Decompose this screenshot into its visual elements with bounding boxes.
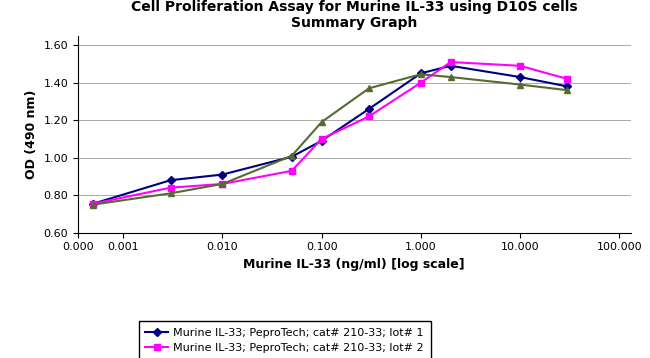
Murine IL-33; Competitor: [318, 120, 326, 124]
Murine IL-33; PeproTech; cat# 210-33; lot# 1: [417, 71, 424, 76]
Murine IL-33; PeproTech; cat# 210-33; lot# 2: [417, 81, 424, 85]
Murine IL-33; PeproTech; cat# 210-33; lot# 2: [318, 137, 326, 141]
Murine IL-33; PeproTech; cat# 210-33; lot# 2: [516, 64, 524, 68]
Murine IL-33; Competitor: [288, 154, 296, 158]
Line: Murine IL-33; PeproTech; cat# 210-33; lot# 1: Murine IL-33; PeproTech; cat# 210-33; lo…: [90, 63, 570, 207]
Murine IL-33; PeproTech; cat# 210-33; lot# 2: [288, 169, 296, 173]
Murine IL-33; PeproTech; cat# 210-33; lot# 2: [218, 182, 226, 186]
Murine IL-33; PeproTech; cat# 210-33; lot# 1: [447, 64, 454, 68]
Murine IL-33; Competitor: [564, 88, 571, 92]
Line: Murine IL-33; PeproTech; cat# 210-33; lot# 2: Murine IL-33; PeproTech; cat# 210-33; lo…: [90, 59, 570, 207]
Murine IL-33; Competitor: [90, 202, 97, 207]
Murine IL-33; PeproTech; cat# 210-33; lot# 1: [516, 75, 524, 79]
Murine IL-33; PeproTech; cat# 210-33; lot# 2: [166, 185, 174, 190]
Murine IL-33; PeproTech; cat# 210-33; lot# 1: [218, 173, 226, 177]
Murine IL-33; Competitor: [218, 182, 226, 186]
Murine IL-33; Competitor: [166, 191, 174, 195]
Murine IL-33; PeproTech; cat# 210-33; lot# 1: [166, 178, 174, 182]
Murine IL-33; Competitor: [516, 82, 524, 87]
Murine IL-33; PeproTech; cat# 210-33; lot# 2: [90, 202, 97, 206]
Murine IL-33; Competitor: [365, 86, 373, 91]
Murine IL-33; PeproTech; cat# 210-33; lot# 2: [564, 77, 571, 81]
Murine IL-33; PeproTech; cat# 210-33; lot# 1: [318, 139, 326, 143]
Murine IL-33; PeproTech; cat# 210-33; lot# 1: [90, 202, 97, 206]
Y-axis label: OD (490 nm): OD (490 nm): [25, 90, 38, 179]
X-axis label: Murine IL-33 (ng/ml) [log scale]: Murine IL-33 (ng/ml) [log scale]: [244, 258, 465, 271]
Title: Cell Proliferation Assay for Murine IL-33 using D10S cells
Summary Graph: Cell Proliferation Assay for Murine IL-3…: [131, 0, 578, 30]
Legend: Murine IL-33; PeproTech; cat# 210-33; lot# 1, Murine IL-33; PeproTech; cat# 210-: Murine IL-33; PeproTech; cat# 210-33; lo…: [139, 321, 430, 358]
Murine IL-33; PeproTech; cat# 210-33; lot# 1: [365, 107, 373, 111]
Murine IL-33; PeproTech; cat# 210-33; lot# 1: [288, 155, 296, 159]
Murine IL-33; Competitor: [447, 75, 454, 79]
Murine IL-33; PeproTech; cat# 210-33; lot# 1: [564, 84, 571, 88]
Line: Murine IL-33; Competitor: Murine IL-33; Competitor: [90, 72, 570, 207]
Murine IL-33; Competitor: [417, 72, 424, 76]
Murine IL-33; PeproTech; cat# 210-33; lot# 2: [447, 60, 454, 64]
Murine IL-33; PeproTech; cat# 210-33; lot# 2: [365, 114, 373, 118]
